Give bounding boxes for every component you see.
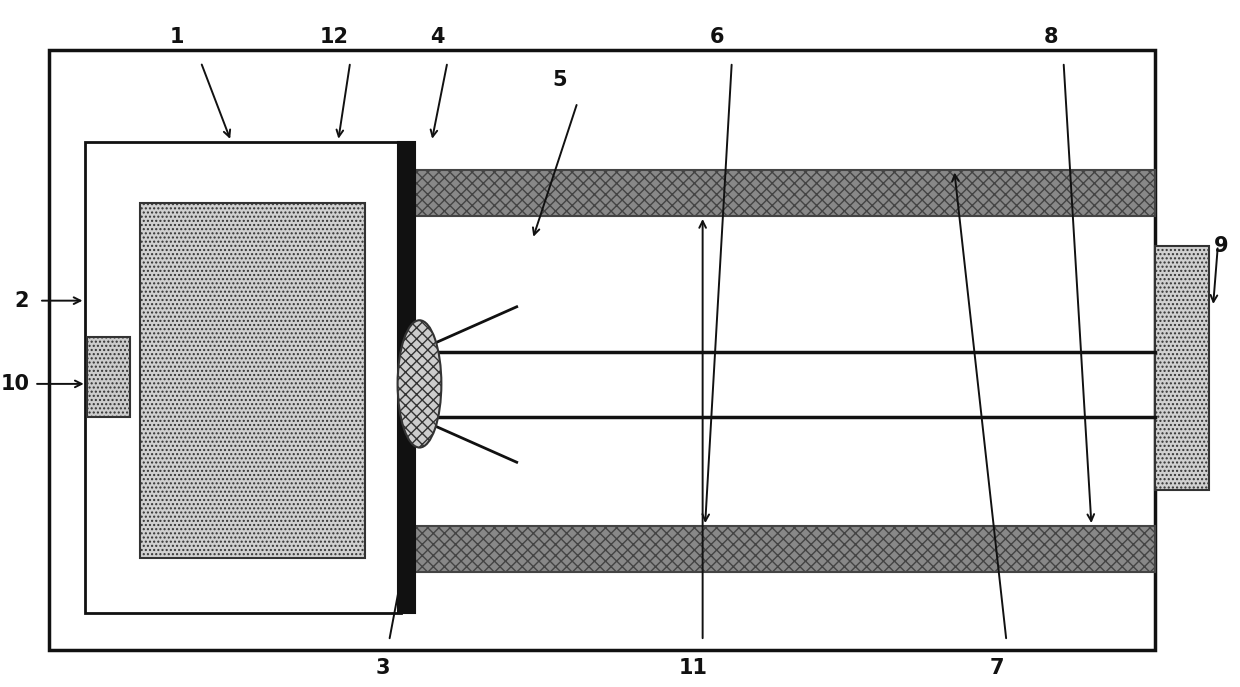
- Bar: [48, 49, 1154, 649]
- Text: 10: 10: [0, 374, 30, 394]
- Text: 1: 1: [169, 27, 184, 47]
- Text: 2: 2: [15, 291, 30, 311]
- Text: 5: 5: [552, 70, 567, 90]
- Text: 6: 6: [711, 27, 724, 47]
- Text: 8: 8: [1044, 27, 1059, 47]
- Bar: [398, 142, 414, 613]
- Bar: [87, 337, 130, 417]
- Text: 9: 9: [1214, 236, 1229, 256]
- Ellipse shape: [398, 320, 441, 447]
- Bar: [1154, 245, 1209, 491]
- Text: 12: 12: [320, 27, 348, 47]
- Text: 4: 4: [430, 27, 445, 47]
- Bar: [414, 526, 1154, 572]
- Bar: [414, 170, 1154, 216]
- Text: 3: 3: [376, 658, 391, 678]
- Bar: [86, 142, 402, 613]
- Text: 11: 11: [678, 658, 707, 678]
- Text: 7: 7: [990, 658, 1004, 678]
- Bar: [140, 203, 365, 558]
